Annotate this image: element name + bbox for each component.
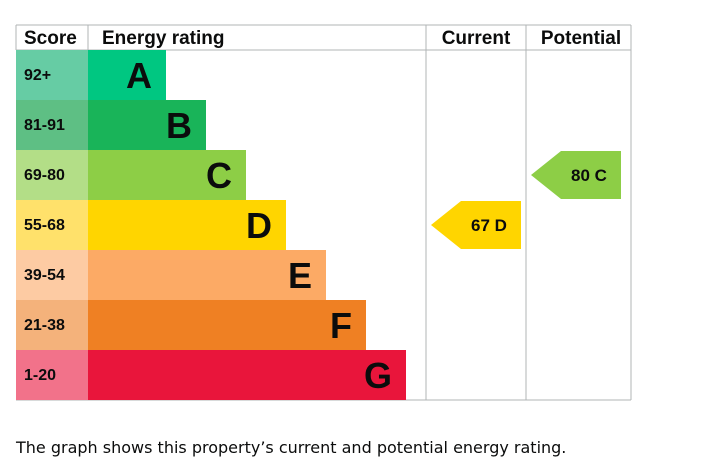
rating-letter-d: D	[246, 205, 272, 246]
score-range-a: 92+	[24, 67, 51, 84]
rating-bar-c	[88, 150, 246, 200]
score-range-e: 39-54	[24, 267, 65, 284]
current-rating-arrow-label: 67 D	[471, 216, 507, 235]
score-range-c: 69-80	[24, 167, 65, 184]
score-cell-f	[16, 300, 88, 350]
score-range-b: 81-91	[24, 117, 65, 134]
score-cell-d	[16, 200, 88, 250]
energy-rating-chart: Score Energy rating Current Potential 92…	[15, 24, 632, 401]
rating-bar-d	[88, 200, 286, 250]
rating-bands: 92+ A 81-91 B 69-80 C 55-68 D 39-54 E 21-38 F 1-20 G	[16, 50, 406, 400]
rating-letter-g: G	[364, 355, 392, 396]
rating-bar-b	[88, 100, 206, 150]
score-header: Score	[24, 28, 77, 49]
current-header: Current	[442, 28, 511, 49]
chart-caption: The graph shows this property’s current …	[16, 438, 567, 457]
rating-bar-e	[88, 250, 326, 300]
score-cell-e	[16, 250, 88, 300]
potential-rating-arrow	[531, 151, 621, 199]
energy-rating-header: Energy rating	[102, 28, 224, 49]
rating-letter-f: F	[330, 305, 352, 346]
score-cell-c	[16, 150, 88, 200]
rating-bar-f	[88, 300, 366, 350]
potential-rating-arrow-label: 80 C	[571, 166, 607, 185]
rating-bar-a	[88, 50, 166, 100]
score-cell-a	[16, 50, 88, 100]
score-cell-g	[16, 350, 88, 400]
rating-letter-a: A	[126, 55, 152, 96]
score-range-g: 1-20	[24, 367, 56, 384]
rating-letter-e: E	[288, 255, 312, 296]
rating-letter-b: B	[166, 105, 192, 146]
rating-arrows: 67 D 80 C	[431, 151, 621, 249]
rating-bar-g	[88, 350, 406, 400]
potential-header: Potential	[541, 28, 621, 49]
score-cell-b	[16, 100, 88, 150]
score-range-f: 21-38	[24, 317, 65, 334]
rating-letter-c: C	[206, 155, 232, 196]
score-range-d: 55-68	[24, 217, 65, 234]
current-rating-arrow	[431, 201, 521, 249]
